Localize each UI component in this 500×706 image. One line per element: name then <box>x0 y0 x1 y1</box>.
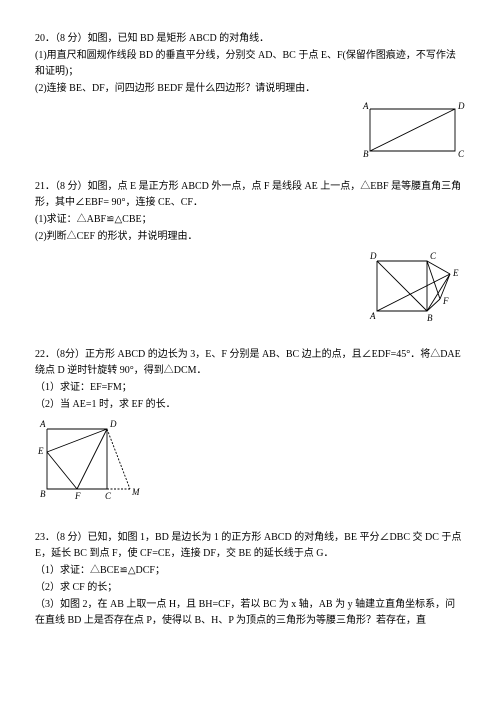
problem-21: 21．（8 分）如图，点 E 是正方形 ABCD 外一点，点 F 是线段 AE … <box>35 179 465 329</box>
p22-figure: A D B C E F M <box>35 417 155 512</box>
svg-text:C: C <box>105 491 112 501</box>
svg-text:C: C <box>430 251 437 261</box>
svg-text:E: E <box>452 268 459 278</box>
svg-text:D: D <box>369 251 377 261</box>
p21-head: 21．（8 分）如图，点 E 是正方形 ABCD 外一点，点 F 是线段 AE … <box>35 179 465 211</box>
svg-text:B: B <box>427 313 433 323</box>
p22-head: 22．（8分）正方形 ABCD 的边长为 3，E、F 分别是 AB、BC 边上的… <box>35 347 465 379</box>
svg-text:D: D <box>109 419 117 429</box>
p20-figure-wrap: A D B C <box>35 101 465 161</box>
p23-line3: （3）如图 2，在 AB 上取一点 H，且 BH=CF，若以 BC 为 x 轴，… <box>35 597 465 629</box>
p21-line1: (1)求证：△ABF≌△CBE； <box>35 212 465 228</box>
problem-22: 22．（8分）正方形 ABCD 的边长为 3，E、F 分别是 AB、BC 边上的… <box>35 347 465 512</box>
svg-text:F: F <box>74 491 81 501</box>
svg-text:C: C <box>458 149 465 159</box>
svg-text:A: A <box>362 101 369 111</box>
problem-20: 20．（8 分）如图，已知 BD 是矩形 ABCD 的对角线． (1)用直尺和圆… <box>35 31 465 161</box>
svg-text:A: A <box>39 419 46 429</box>
p23-line1: （1）求证：△BCE≌△DCF； <box>35 563 465 579</box>
p22-line1: （1）求证：EF=FM； <box>35 380 465 396</box>
svg-text:D: D <box>457 101 465 111</box>
p20-line1: (1)用直尺和圆规作线段 BD 的垂直平分线，分别交 AD、BC 于点 E、F(… <box>35 48 465 80</box>
p20-figure: A D B C <box>355 101 465 161</box>
p23-head: 23．（8 分）已知，如图 1，BD 是边长为 1 的正方形 ABCD 的对角线… <box>35 530 465 562</box>
p20-head: 20．（8 分）如图，已知 BD 是矩形 ABCD 的对角线． <box>35 31 465 47</box>
svg-text:A: A <box>369 311 376 321</box>
p20-line2: (2)连接 BE、DF，问四边形 BEDF 是什么四边形？请说明理由． <box>35 81 465 97</box>
svg-text:E: E <box>37 446 44 456</box>
svg-text:F: F <box>442 296 449 306</box>
svg-text:M: M <box>131 487 140 497</box>
p22-line2: （2）当 AE=1 时，求 EF 的长． <box>35 397 465 413</box>
svg-text:B: B <box>363 149 369 159</box>
p21-line2: (2)判断△CEF 的形状，并说明理由． <box>35 229 465 245</box>
p21-figure: A B C D E F <box>365 249 465 329</box>
svg-text:B: B <box>40 489 46 499</box>
problem-23: 23．（8 分）已知，如图 1，BD 是边长为 1 的正方形 ABCD 的对角线… <box>35 530 465 629</box>
p23-line2: （2）求 CF 的长； <box>35 580 465 596</box>
p21-figure-wrap: A B C D E F <box>35 249 465 329</box>
p22-figure-wrap: A D B C E F M <box>35 417 465 512</box>
